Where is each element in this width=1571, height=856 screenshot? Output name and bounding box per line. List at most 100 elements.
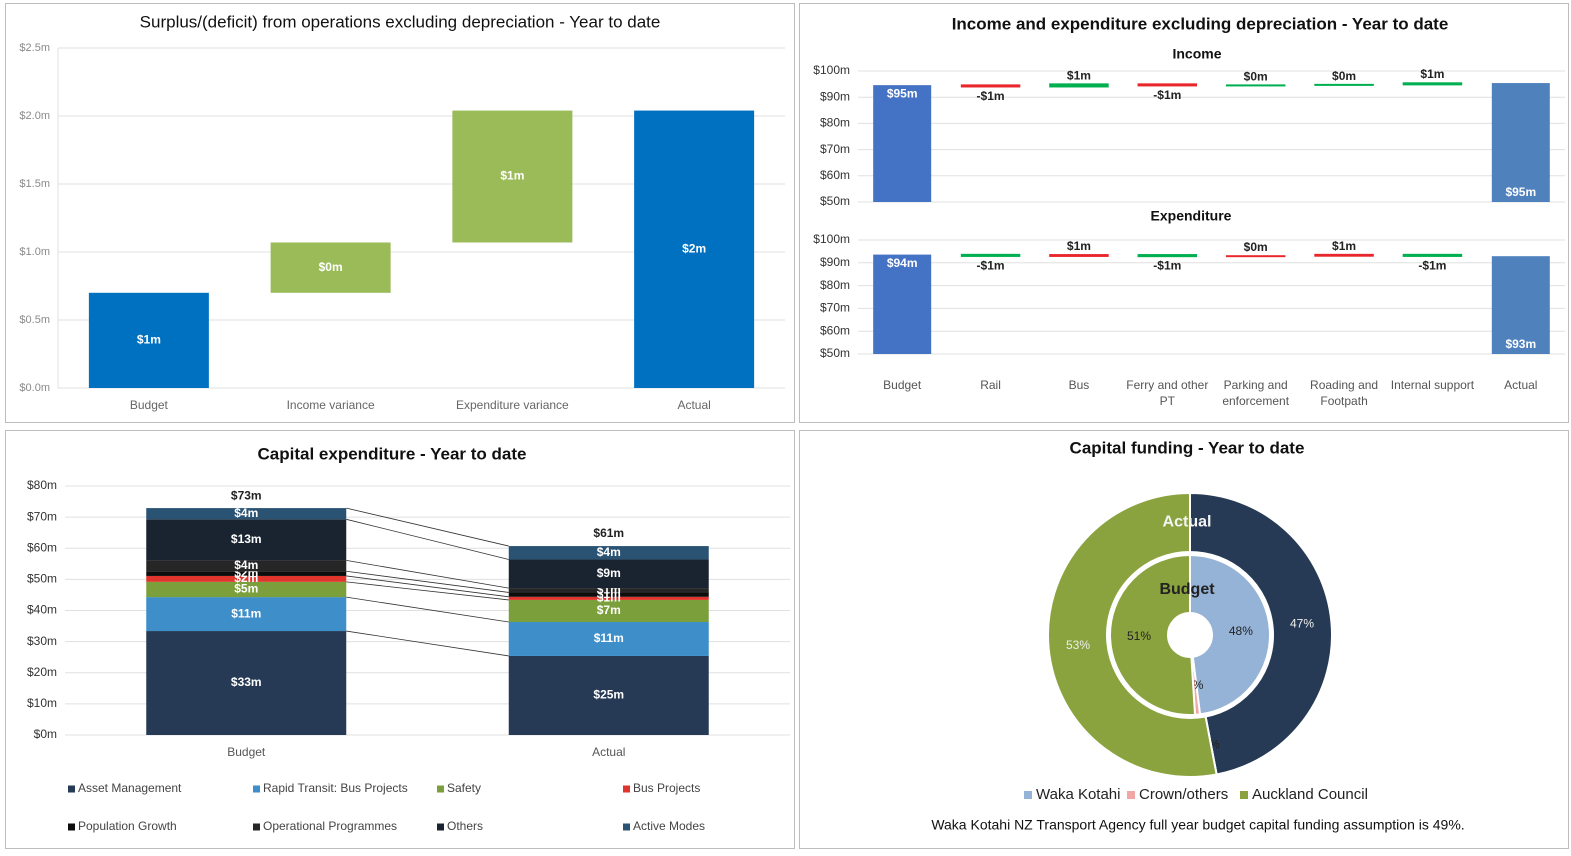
legend-label: Waka Kotahi xyxy=(1036,786,1121,803)
legend-marker xyxy=(1024,791,1032,799)
data-label: $4m xyxy=(597,545,621,559)
bar xyxy=(1403,255,1461,257)
legend-marker xyxy=(623,824,630,831)
ring-label: Actual xyxy=(1163,514,1212,531)
data-label: $13m xyxy=(231,532,262,546)
bar xyxy=(1050,84,1108,87)
x-tick-label: Ferry and other PT xyxy=(1125,377,1209,409)
data-label: $95m xyxy=(887,86,918,100)
x-tick-label: Roading and Footpath xyxy=(1302,377,1386,409)
x-tick-label-box: Parking and enforcement xyxy=(1214,377,1298,417)
data-label: 51% xyxy=(1127,629,1151,643)
bar xyxy=(1050,255,1108,256)
y-tick-label: $40m xyxy=(27,603,57,617)
data-label: 47% xyxy=(1290,617,1314,631)
data-label: 53% xyxy=(1066,638,1090,652)
y-tick-label: $0.0m xyxy=(19,382,50,394)
y-tick-label: $90m xyxy=(820,255,850,269)
y-tick-label: $30m xyxy=(27,634,57,648)
data-label: $25m xyxy=(593,688,624,702)
y-tick-label: $80m xyxy=(820,278,850,292)
legend-marker xyxy=(253,786,260,793)
y-tick-label: $20m xyxy=(27,665,57,679)
y-tick-label: $70m xyxy=(820,301,850,315)
data-label: 48% xyxy=(1229,624,1253,638)
x-tick-label-box: Budget xyxy=(860,377,944,417)
y-tick-label: $0m xyxy=(34,727,57,741)
data-label: -$1m xyxy=(1418,258,1446,272)
y-tick-label: $2.0m xyxy=(19,110,50,122)
x-tick-label: Rail xyxy=(949,377,1033,393)
legend-label: Population Growth xyxy=(78,819,177,833)
x-tick-label: Budget xyxy=(130,398,169,412)
bar xyxy=(1315,85,1373,86)
y-tick-label: $2.5m xyxy=(19,42,50,54)
bar xyxy=(1138,84,1196,86)
data-label: $1m xyxy=(137,333,161,347)
y-tick-label: $50m xyxy=(820,346,850,360)
data-label: $11m xyxy=(231,606,261,620)
subplot-title: Income xyxy=(1172,46,1221,62)
x-tick-label: Parking and enforcement xyxy=(1214,377,1298,409)
x-tick-label: Budget xyxy=(227,745,266,759)
legend-label: Bus Projects xyxy=(633,781,700,795)
chart-title: Surplus/(deficit) from operations exclud… xyxy=(140,12,661,31)
data-label: -$1m xyxy=(1153,88,1181,102)
data-label: -$1m xyxy=(977,89,1005,103)
y-tick-label: $100m xyxy=(813,63,850,77)
y-tick-label: $0.5m xyxy=(19,314,50,326)
chart-title: Capital expenditure - Year to date xyxy=(258,444,527,463)
legend-marker xyxy=(623,786,630,793)
data-label: $1m xyxy=(1332,239,1356,253)
data-label: $1m xyxy=(1420,67,1444,81)
data-label: $0m xyxy=(319,260,343,274)
legend-marker xyxy=(1127,791,1135,799)
bar xyxy=(962,255,1020,257)
y-tick-label: $100m xyxy=(813,232,850,246)
y-tick-label: $80m xyxy=(27,478,57,492)
y-tick-label: $80m xyxy=(820,116,850,130)
data-label: $7m xyxy=(597,603,621,617)
legend-label: Active Modes xyxy=(633,819,705,833)
x-tick-label-box: Rail xyxy=(949,377,1033,417)
legend-label: Auckland Council xyxy=(1252,786,1368,803)
x-tick-label: Actual xyxy=(592,745,625,759)
y-tick-label: $60m xyxy=(820,323,850,337)
total-label: $73m xyxy=(231,488,262,502)
y-tick-label: $50m xyxy=(27,572,57,586)
legend-label: Asset Management xyxy=(78,781,182,795)
legend-marker xyxy=(68,786,75,793)
data-label: $95m xyxy=(1505,185,1536,199)
x-tick-label-box: Actual xyxy=(1479,377,1563,417)
x-tick-label-box: Bus xyxy=(1037,377,1121,417)
y-tick-label: $60m xyxy=(820,168,850,182)
legend-marker xyxy=(68,824,75,831)
y-tick-label: $1.5m xyxy=(19,178,50,190)
chart-title: Income and expenditure excluding depreci… xyxy=(952,14,1449,33)
x-tick-label-box: Roading and Footpath xyxy=(1302,377,1386,417)
data-label: $1m xyxy=(500,169,524,183)
total-label: $61m xyxy=(593,526,624,540)
x-tick-label-box: Internal support xyxy=(1390,377,1474,417)
data-label: $4m xyxy=(234,506,258,520)
legend-label: Others xyxy=(447,819,483,833)
subplot-title: Expenditure xyxy=(1151,208,1232,224)
data-label: $94m xyxy=(887,256,918,270)
data-label: $2m xyxy=(682,241,706,255)
data-label: -$1m xyxy=(977,258,1005,272)
data-label: $0m xyxy=(1244,240,1268,254)
chart-title: Capital funding - Year to date xyxy=(1070,438,1305,457)
x-tick-label: Actual xyxy=(1479,377,1563,393)
legend-label: Rapid Transit: Bus Projects xyxy=(263,781,408,795)
bar xyxy=(1227,85,1285,86)
x-tick-label: Actual xyxy=(677,398,710,412)
legend-label: Safety xyxy=(447,781,481,795)
bar xyxy=(962,85,1020,87)
x-tick-label: Bus xyxy=(1037,377,1121,393)
y-tick-label: $70m xyxy=(27,509,57,523)
y-tick-label: $50m xyxy=(820,194,850,208)
data-label: $93m xyxy=(1505,337,1536,351)
legend-label: Operational Programmes xyxy=(263,819,397,833)
data-label: $1m xyxy=(1067,68,1091,82)
data-label: $0m xyxy=(1244,69,1268,83)
